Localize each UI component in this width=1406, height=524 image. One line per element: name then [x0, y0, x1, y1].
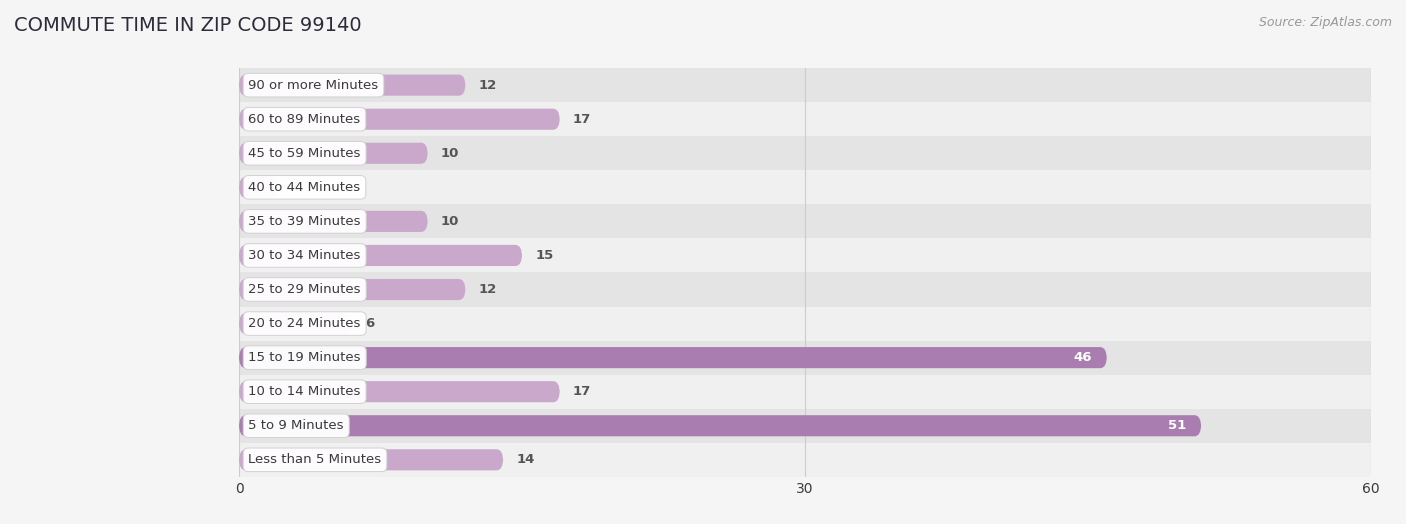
Text: 12: 12: [478, 79, 496, 92]
FancyBboxPatch shape: [239, 143, 427, 164]
FancyBboxPatch shape: [239, 245, 522, 266]
Text: 12: 12: [478, 283, 496, 296]
FancyBboxPatch shape: [239, 381, 560, 402]
Text: Source: ZipAtlas.com: Source: ZipAtlas.com: [1258, 16, 1392, 29]
Bar: [239, 170, 1371, 204]
Text: 5 to 9 Minutes: 5 to 9 Minutes: [249, 419, 344, 432]
FancyBboxPatch shape: [239, 347, 1107, 368]
Bar: [239, 409, 1371, 443]
Bar: [239, 204, 1371, 238]
Bar: [239, 238, 1371, 272]
Text: 10: 10: [441, 215, 460, 228]
Text: 46: 46: [1073, 351, 1091, 364]
Text: Less than 5 Minutes: Less than 5 Minutes: [249, 453, 381, 466]
FancyBboxPatch shape: [239, 177, 277, 198]
Text: 45 to 59 Minutes: 45 to 59 Minutes: [249, 147, 361, 160]
Text: 10 to 14 Minutes: 10 to 14 Minutes: [249, 385, 361, 398]
Text: 15 to 19 Minutes: 15 to 19 Minutes: [249, 351, 361, 364]
FancyBboxPatch shape: [239, 279, 465, 300]
Text: 20 to 24 Minutes: 20 to 24 Minutes: [249, 317, 361, 330]
Bar: [239, 272, 1371, 307]
Text: 6: 6: [366, 317, 374, 330]
Text: 25 to 29 Minutes: 25 to 29 Minutes: [249, 283, 361, 296]
Text: 17: 17: [572, 113, 591, 126]
Text: 35 to 39 Minutes: 35 to 39 Minutes: [249, 215, 361, 228]
FancyBboxPatch shape: [239, 415, 1201, 436]
Bar: [239, 341, 1371, 375]
FancyBboxPatch shape: [239, 108, 560, 130]
Text: 30 to 34 Minutes: 30 to 34 Minutes: [249, 249, 361, 262]
Bar: [239, 375, 1371, 409]
Text: 2: 2: [290, 181, 299, 194]
Text: 14: 14: [516, 453, 534, 466]
Text: COMMUTE TIME IN ZIP CODE 99140: COMMUTE TIME IN ZIP CODE 99140: [14, 16, 361, 35]
Text: 60 to 89 Minutes: 60 to 89 Minutes: [249, 113, 360, 126]
FancyBboxPatch shape: [239, 211, 427, 232]
Text: 51: 51: [1168, 419, 1187, 432]
FancyBboxPatch shape: [239, 74, 465, 96]
Bar: [239, 307, 1371, 341]
Bar: [239, 136, 1371, 170]
Bar: [239, 102, 1371, 136]
Text: 10: 10: [441, 147, 460, 160]
FancyBboxPatch shape: [239, 313, 352, 334]
Text: 90 or more Minutes: 90 or more Minutes: [249, 79, 378, 92]
Bar: [239, 443, 1371, 477]
Text: 40 to 44 Minutes: 40 to 44 Minutes: [249, 181, 360, 194]
Text: 17: 17: [572, 385, 591, 398]
Bar: [239, 68, 1371, 102]
Text: 15: 15: [536, 249, 554, 262]
FancyBboxPatch shape: [239, 449, 503, 471]
